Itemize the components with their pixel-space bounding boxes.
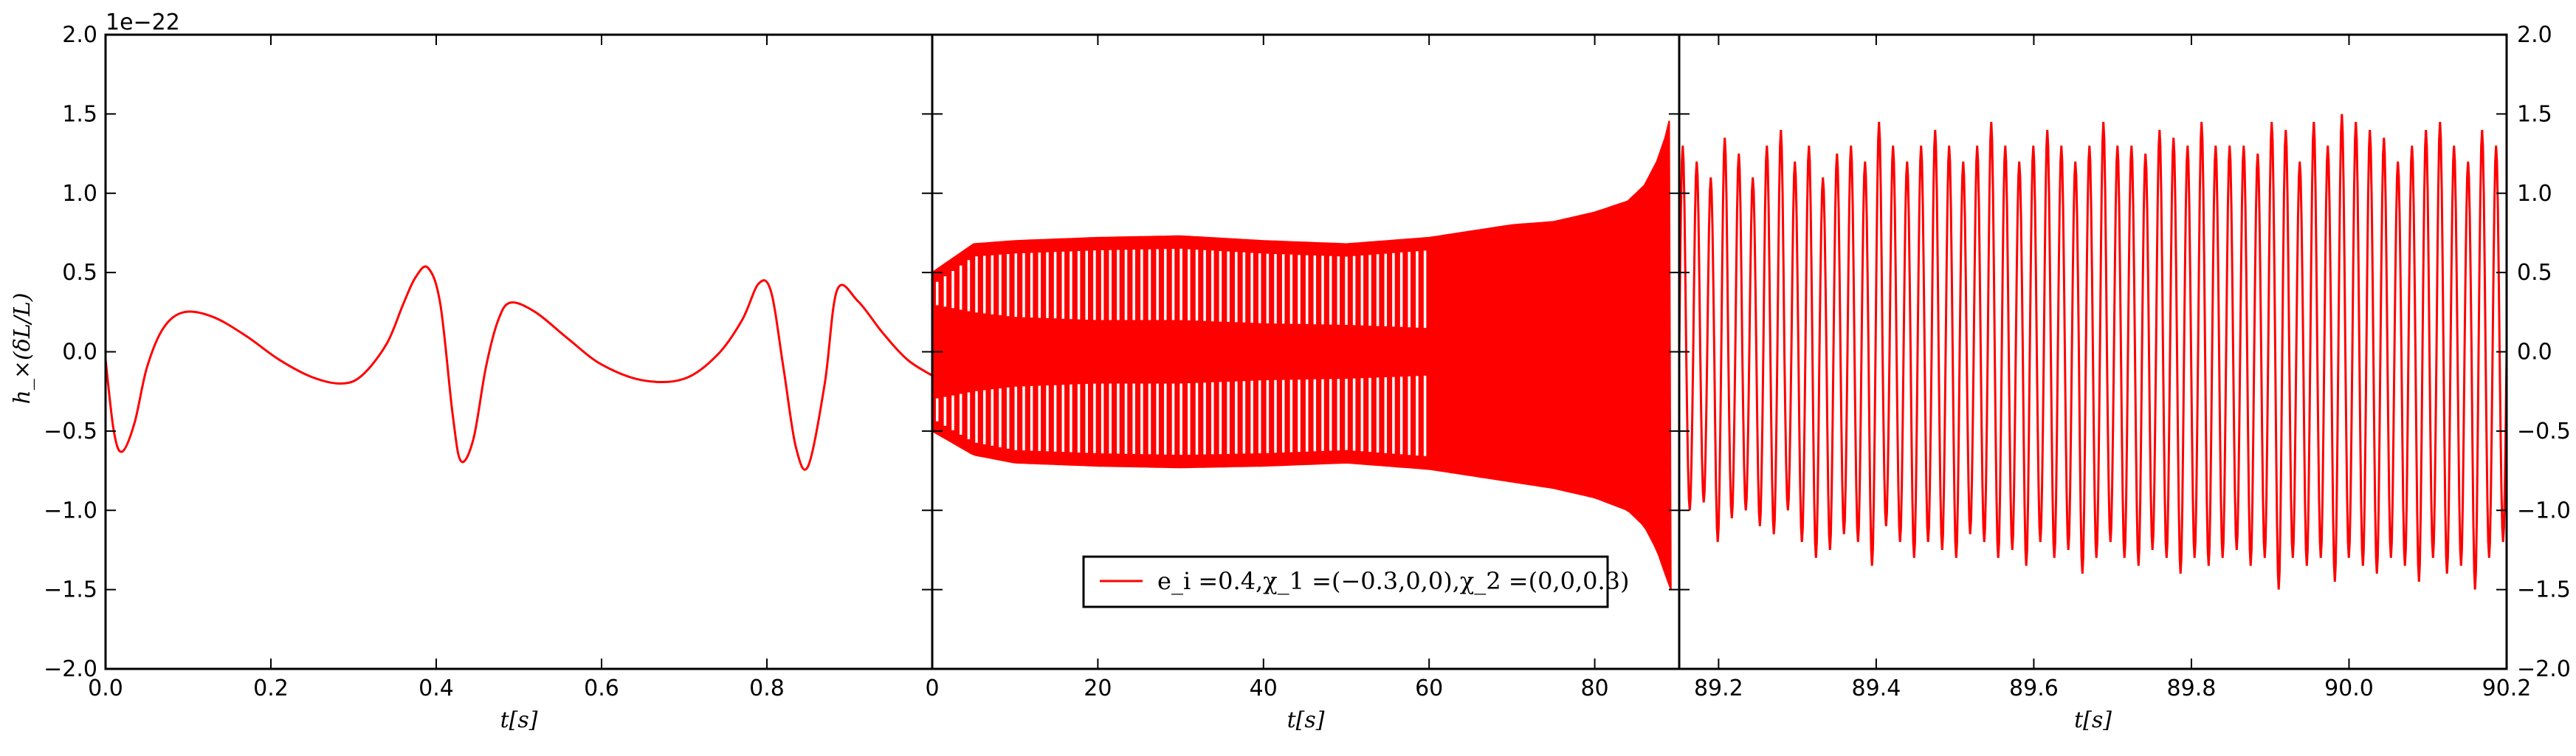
waveform-line-panel-3 [1678,114,2508,590]
x-tick-label-panel-2: 80 [1580,676,1608,701]
waveform-envelope-panel-2 [931,120,1672,590]
y-tick-label-left: 0.0 [62,340,97,365]
x-tick-label-panel-1: 0.2 [253,676,289,701]
y-tick-label-left: 1.0 [62,181,97,207]
legend: e_i =0.4,χ_1 =(−0.3,0,0),χ_2 =(0,0,0.3) [1082,555,1630,608]
y-axis-multiplier: 1e−22 [106,10,180,35]
x-tick-label-panel-1: 0.0 [88,676,123,701]
y-tick-label-right: 1.5 [2517,101,2552,127]
waveform-line-panel-1 [104,265,933,471]
panel-frame-1 [104,33,934,670]
y-tick-label-left: 2.0 [62,22,97,48]
y-tick-label-right: 0.0 [2517,340,2552,365]
y-tick-label-right: −0.5 [2517,419,2571,444]
y-tick-label-left: 0.5 [62,260,97,286]
x-axis-label-panel-1: t[s] [500,707,538,733]
x-axis-label-panel-3: t[s] [2074,707,2112,733]
x-tick-label-panel-2: 20 [1084,676,1112,701]
y-tick-label-left: −2.0 [44,656,97,682]
x-tick-label-panel-1: 0.4 [419,676,454,701]
x-tick-label-panel-2: 0 [925,676,939,701]
y-tick-label-left: −0.5 [44,419,97,444]
y-tick-label-right: 1.0 [2517,181,2552,207]
y-tick-label-right: −1.5 [2517,577,2571,603]
x-tick-label-panel-2: 60 [1415,676,1443,701]
x-tick-label-panel-1: 0.6 [584,676,619,701]
y-axis-label: h_×(δL/L) [10,293,35,405]
y-tick-label-left: −1.5 [44,577,97,603]
x-tick-label-panel-3: 90.2 [2482,676,2532,701]
waveform-cycle-gaps-panel-2 [935,248,1427,456]
x-tick-label-panel-3: 89.2 [1694,676,1743,701]
x-tick-label-panel-3: 89.8 [2167,676,2217,701]
x-tick-label-panel-2: 40 [1250,676,1278,701]
y-tick-label-right: 0.5 [2517,260,2552,286]
y-tick-label-right: −2.0 [2517,656,2571,682]
legend-label: e_i =0.4,χ_1 =(−0.3,0,0),χ_2 =(0,0,0.3) [1157,567,1630,595]
x-tick-label-panel-3: 89.6 [2009,676,2059,701]
x-tick-label-panel-1: 0.8 [749,676,785,701]
x-tick-label-panel-3: 89.4 [1852,676,1901,701]
x-tick-label-panel-3: 90.0 [2324,676,2374,701]
legend-box [1082,555,1609,608]
y-tick-label-right: −1.0 [2517,498,2571,523]
y-tick-label-right: 2.0 [2517,22,2552,48]
y-tick-label-left: −1.0 [44,498,97,523]
x-axis-label-panel-2: t[s] [1287,707,1325,733]
y-tick-label-left: 1.5 [62,101,97,127]
